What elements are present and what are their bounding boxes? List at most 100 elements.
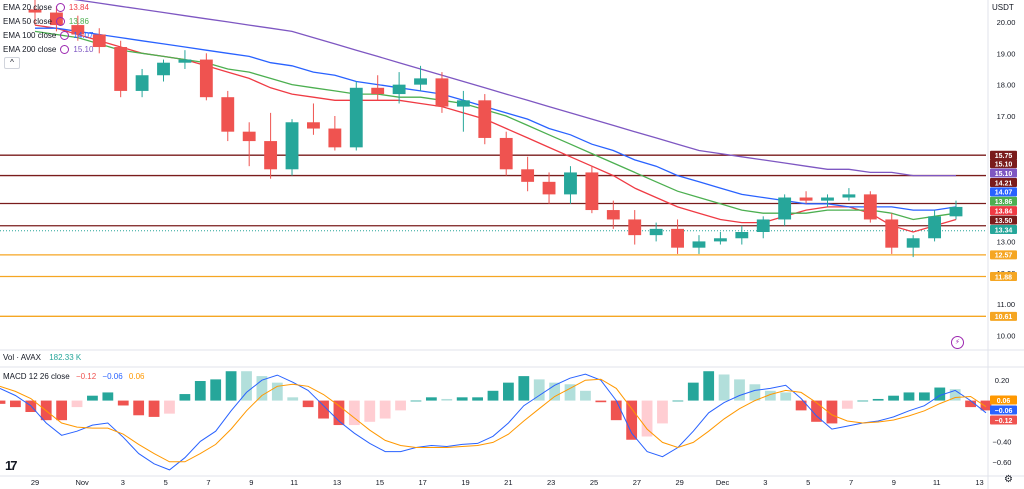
macd-histogram-bar — [918, 392, 930, 401]
macd-histogram-bar — [71, 400, 83, 408]
time-tick-label: 15 — [376, 478, 384, 487]
legend-visibility-icon[interactable] — [60, 45, 70, 54]
macd-histogram-bar — [379, 400, 391, 419]
legend-visibility-icon[interactable] — [60, 31, 70, 40]
macd-histogram-bar — [734, 379, 745, 401]
currency-label[interactable]: USDT — [992, 3, 1014, 12]
macd-histogram-bar — [318, 400, 329, 419]
settings-gear-icon[interactable]: ⚙ — [1004, 474, 1013, 485]
candle-body — [842, 194, 856, 198]
price-badge — [990, 272, 1017, 282]
macd-histogram-bar — [687, 382, 699, 401]
macd-histogram-bar — [56, 400, 68, 421]
candle-body — [264, 141, 278, 170]
macd-histogram-bar — [934, 387, 946, 401]
candle-body — [671, 228, 684, 248]
volume-legend: Vol · AVAX 182.33 K — [3, 353, 81, 362]
legend-row-20[interactable]: EMA 20 close 13.84 — [3, 1, 89, 14]
price-badge-label: 12.57 — [995, 253, 1013, 260]
price-tick-label: 18.00 — [997, 81, 1016, 90]
macd-histogram-bar — [133, 400, 145, 416]
legend-name: EMA 20 close — [3, 3, 52, 12]
macd-histogram-bar — [872, 398, 884, 401]
time-tick-label: Dec — [716, 478, 730, 487]
legend-value: 15.10 — [73, 45, 94, 54]
macd-histogram-bar — [271, 382, 283, 401]
candle-body — [92, 34, 106, 48]
candle-body — [585, 172, 599, 211]
candle-body — [157, 62, 170, 76]
ema-line-200 — [73, 0, 956, 177]
legend-row-50[interactable]: EMA 50 close 13.86 — [3, 15, 89, 28]
macd-histogram-bar — [795, 400, 807, 411]
macd-histogram-bar — [518, 376, 530, 401]
candle-body — [114, 47, 128, 91]
macd-histogram-bar — [657, 400, 668, 424]
time-tick-label: 3 — [763, 478, 767, 487]
macd-histogram-bar — [102, 392, 114, 401]
candles-group — [28, 0, 963, 258]
legend-visibility-icon[interactable] — [55, 3, 65, 12]
candle-body — [564, 172, 577, 195]
lightning-icon[interactable]: ⚡ — [951, 336, 964, 349]
candle-body — [307, 122, 320, 129]
macd-histogram-bar — [549, 382, 561, 401]
legend-row-200[interactable]: EMA 200 close 15.10 — [3, 43, 93, 56]
ema-line-100 — [35, 27, 957, 211]
macd-histogram-bar — [287, 397, 299, 401]
price-badge — [990, 224, 1017, 234]
macd-histogram-bar — [441, 398, 453, 401]
candle-body — [371, 87, 385, 95]
macd-badge-label: −0.12 — [995, 418, 1013, 425]
macd-value-histogram: −0.12 — [75, 372, 97, 381]
candle-body — [199, 59, 213, 98]
macd-legend: MACD 12 26 close −0.12 −0.06 0.06 — [3, 372, 144, 381]
macd-histogram-bar — [225, 371, 237, 401]
candle-body — [799, 197, 813, 201]
legend-collapse-button[interactable]: ^ — [4, 57, 20, 69]
price-badge-label: 15.75 — [995, 153, 1013, 160]
candle-body — [349, 87, 363, 148]
macd-histogram-bar — [395, 400, 406, 411]
price-tick-label: 11.00 — [997, 300, 1015, 309]
macd-tick-label: 0.20 — [995, 376, 1010, 385]
time-tick-label: 13 — [333, 478, 341, 487]
time-tick-label: 9 — [249, 478, 253, 487]
candle-body — [28, 9, 42, 13]
candle-body — [328, 128, 342, 148]
candle-body — [242, 131, 256, 142]
macd-histogram-bar — [194, 381, 206, 401]
macd-histogram — [0, 371, 992, 440]
candle-body — [649, 228, 663, 236]
macd-histogram-bar — [610, 400, 622, 421]
time-tick-label: 13 — [975, 478, 983, 487]
macd-title: MACD 12 26 close — [3, 372, 70, 381]
macd-histogram-bar — [780, 392, 792, 401]
legend-name: EMA 200 close — [3, 45, 57, 54]
time-tick-label: 19 — [461, 478, 469, 487]
candle-body — [606, 210, 620, 220]
legend-name: EMA 100 close — [3, 31, 57, 40]
macd-line — [0, 373, 987, 471]
candle-body — [628, 219, 642, 236]
candle-body — [135, 75, 149, 91]
volume-title: Vol · AVAX — [3, 353, 41, 362]
candle-body — [542, 181, 556, 195]
macd-signal-line — [0, 378, 987, 463]
macd-histogram-bar — [718, 374, 730, 401]
price-badge — [990, 168, 1017, 178]
volume-value: 182.33 K — [49, 353, 82, 362]
price-badge — [990, 311, 1017, 321]
macd-histogram-bar — [472, 397, 483, 401]
price-badge — [990, 177, 1017, 187]
legend-row-100[interactable]: EMA 100 close 14.07 — [3, 29, 93, 42]
macd-value-signal: 0.06 — [128, 372, 145, 381]
price-tick-label: 17.00 — [997, 112, 1016, 121]
legend-visibility-icon[interactable] — [55, 17, 65, 26]
macd-histogram-bar — [965, 400, 976, 408]
legend-name: EMA 50 close — [3, 17, 52, 26]
macd-histogram-bar — [117, 400, 129, 406]
price-badge — [990, 187, 1017, 197]
macd-badge — [990, 405, 1017, 415]
